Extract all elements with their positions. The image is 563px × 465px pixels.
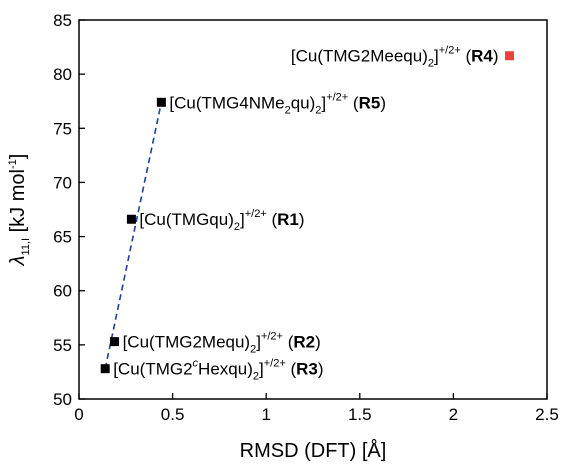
label-id: R3 — [296, 360, 318, 379]
label-text: ] — [240, 210, 245, 229]
label-subscript: 2 — [250, 344, 256, 356]
label-id: R1 — [277, 210, 299, 229]
label-id: R4 — [471, 47, 493, 66]
y-tick-label: 75 — [53, 119, 72, 138]
label-text: [Cu(TMGqu) — [139, 210, 233, 229]
point-labels-layer: [Cu(TMG4NMe2qu)2]+/2+ (R5)[Cu(TMG2Meequ)… — [113, 45, 498, 383]
y-axis-unit: [kJ mol — [7, 169, 29, 238]
label-subscript: 2 — [315, 104, 321, 116]
label-text: ] — [321, 93, 326, 112]
data-point-r5 — [156, 97, 166, 107]
x-tick-label: 2 — [449, 405, 458, 424]
label-superscript: +/2+ — [261, 331, 283, 343]
y-axis-unit-exponent: -1 — [7, 159, 19, 169]
label-paren: ) — [318, 360, 324, 379]
label-text: [Cu(TMG2 — [113, 360, 192, 379]
y-axis-unit-close: ] — [7, 154, 29, 160]
points-layer — [100, 51, 515, 374]
fit-layer — [104, 102, 163, 369]
plot-frame — [78, 19, 548, 400]
label-paren: ( — [286, 360, 297, 379]
x-tick-label: 1.5 — [348, 405, 372, 424]
label-text: qu) — [291, 93, 316, 112]
y-axis-subscript: 11,I — [20, 238, 32, 256]
label-superscript: +/2+ — [326, 91, 348, 103]
label-paren: ( — [283, 333, 294, 352]
y-tick-label: 80 — [53, 65, 72, 84]
label-text: ] — [259, 360, 264, 379]
label-paren: ( — [267, 210, 278, 229]
label-superscript: c — [193, 358, 199, 370]
data-point-r1 — [126, 214, 136, 224]
label-text: ] — [434, 47, 439, 66]
label-subscript: 2 — [428, 58, 434, 70]
point-label-r5: [Cu(TMG4NMe2qu)2]+/2+ (R5) — [169, 91, 386, 116]
x-tick-label: 0 — [74, 405, 83, 424]
data-point-r2 — [110, 337, 120, 347]
label-subscript: 2 — [285, 104, 291, 116]
point-label-r3: [Cu(TMG2cHexqu)2]+/2+ (R3) — [113, 358, 323, 383]
label-text: [Cu(TMG2Meequ) — [291, 47, 428, 66]
y-tick-label: 50 — [53, 390, 72, 409]
label-paren: ) — [299, 210, 305, 229]
x-tick-label: 0.5 — [161, 405, 185, 424]
label-text: [Cu(TMG2Mequ) — [123, 333, 251, 352]
x-tick-label: 2.5 — [535, 405, 559, 424]
y-tick-label: 85 — [53, 11, 72, 30]
label-id: R5 — [359, 93, 381, 112]
label-id: R2 — [293, 333, 315, 352]
label-subscript: 2 — [253, 371, 259, 383]
label-subscript: 2 — [234, 221, 240, 233]
data-point-r4 — [505, 51, 515, 61]
y-tick-label: 55 — [53, 336, 72, 355]
point-label-r1: [Cu(TMGqu)2]+/2+ (R1) — [139, 208, 304, 233]
ticks-layer: 0 0.5 1 1.5 2 2.5 50 55 60 65 70 75 80 85 — [53, 11, 559, 424]
y-tick-label: 70 — [53, 173, 72, 192]
label-text: [Cu(TMG4NMe — [169, 93, 284, 112]
label-superscript: +/2+ — [439, 45, 461, 57]
label-superscript: +/2+ — [264, 358, 286, 370]
label-paren: ) — [493, 47, 499, 66]
label-paren: ) — [380, 93, 386, 112]
x-axis-title: RMSD (DFT) [Å] — [240, 439, 387, 462]
label-paren: ( — [461, 47, 472, 66]
y-axis-symbol: λ — [7, 255, 29, 266]
fit-line — [104, 102, 163, 369]
point-label-r2: [Cu(TMG2Mequ)2]+/2+ (R2) — [123, 331, 321, 356]
label-paren: ) — [315, 333, 321, 352]
label-text: ] — [256, 333, 261, 352]
point-label-r4: [Cu(TMG2Meequ)2]+/2+ (R4) — [291, 45, 499, 70]
label-paren: ( — [348, 93, 359, 112]
y-axis-title: λ11,I [kJ mol-1] — [7, 154, 32, 267]
label-text: Hexqu) — [198, 360, 253, 379]
y-tick-label: 60 — [53, 282, 72, 301]
label-superscript: +/2+ — [245, 208, 267, 220]
x-tick-label: 1 — [261, 405, 270, 424]
data-point-r3 — [100, 364, 110, 374]
y-tick-label: 65 — [53, 228, 72, 247]
